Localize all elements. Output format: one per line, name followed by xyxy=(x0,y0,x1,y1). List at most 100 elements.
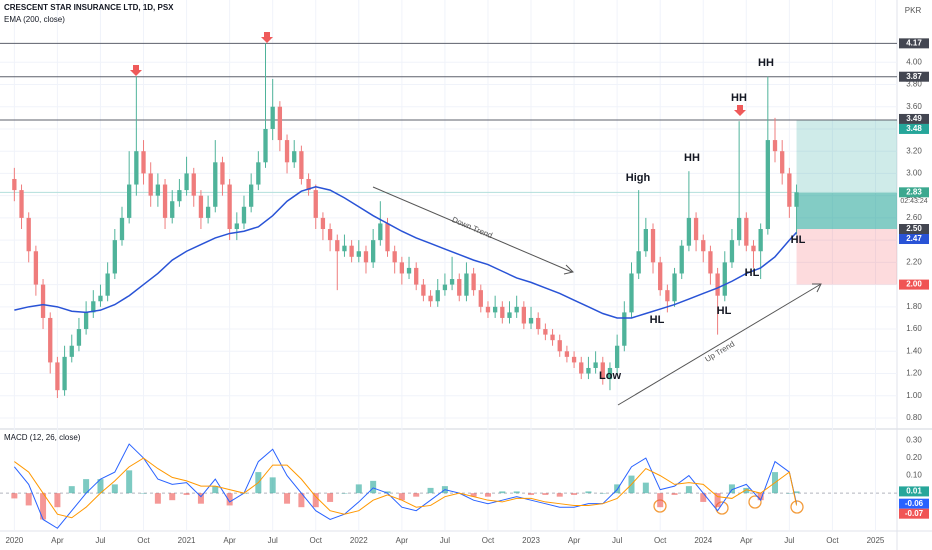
macd-histogram xyxy=(83,479,90,494)
candle-body xyxy=(284,140,290,163)
candle-body xyxy=(112,240,117,274)
candle-body xyxy=(614,345,620,368)
trend-lines xyxy=(372,186,822,406)
candle-body xyxy=(370,240,376,263)
candle-body xyxy=(701,240,706,252)
candle-body xyxy=(263,128,268,163)
macd-histogram xyxy=(327,493,334,502)
macd-histogram xyxy=(757,493,764,501)
candle-body xyxy=(184,173,189,191)
annotation: Low xyxy=(599,370,621,382)
price-label: 2.83 xyxy=(906,187,922,196)
candle-body xyxy=(457,279,462,296)
candle-body xyxy=(428,295,433,302)
x-tick-label: Oct xyxy=(310,536,323,545)
macd-histogram xyxy=(571,493,578,495)
candle-body xyxy=(48,317,53,363)
x-tick-label: Apr xyxy=(740,536,753,545)
macd-histogram xyxy=(298,493,305,508)
price-label-box xyxy=(899,234,929,245)
candle-body xyxy=(708,251,713,274)
candle-body xyxy=(607,367,613,380)
candle-body xyxy=(227,184,232,230)
progress-zone xyxy=(796,192,897,230)
arrows xyxy=(130,32,746,116)
y-tick-label: 3.20 xyxy=(906,146,922,155)
candle-body xyxy=(672,273,677,302)
macd-line xyxy=(13,443,798,529)
candle-body xyxy=(787,173,792,207)
candle-body xyxy=(629,273,634,313)
macd-tick-label: 0.30 xyxy=(906,436,922,445)
candle-body xyxy=(170,201,175,218)
candle-body xyxy=(442,284,448,291)
annotation: HL xyxy=(717,305,732,317)
macd-histogram xyxy=(685,486,692,494)
x-tick-label: Oct xyxy=(826,536,839,545)
macd-histogram xyxy=(599,493,606,494)
candle-body xyxy=(26,217,31,252)
macd-histogram xyxy=(714,493,721,508)
price-label: 2.50 xyxy=(906,224,922,233)
candle-body xyxy=(141,151,146,174)
macd-histogram xyxy=(384,491,391,494)
countdown: 02:43:24 xyxy=(900,198,927,205)
macd-histogram xyxy=(154,493,161,504)
macd-tick-label: 0.20 xyxy=(906,453,922,462)
candle-body xyxy=(349,245,354,257)
price-label: 4.17 xyxy=(906,38,922,47)
candle-body xyxy=(306,178,311,191)
price-label: 3.49 xyxy=(906,114,922,123)
x-tick-label: Apr xyxy=(396,536,409,545)
candle-body xyxy=(69,345,74,357)
candle-body xyxy=(249,184,254,207)
macd-histogram xyxy=(183,493,190,495)
candle-body xyxy=(191,173,196,196)
annotation: HL xyxy=(791,234,806,246)
x-tick-label: Apr xyxy=(223,536,236,545)
candle-body xyxy=(270,106,275,129)
macd-histogram xyxy=(212,486,219,494)
candle-body xyxy=(19,190,24,218)
x-tick-label: Apr xyxy=(568,536,581,545)
candle-body xyxy=(162,184,168,218)
price-label-box xyxy=(899,187,929,198)
candle-body xyxy=(485,306,491,313)
macd-histogram xyxy=(427,487,434,494)
candle-body xyxy=(299,151,304,179)
annotation: HL xyxy=(650,314,665,326)
candle-body xyxy=(234,223,239,230)
ema-legend: EMA (200, close) xyxy=(4,15,65,24)
candle-body xyxy=(155,184,161,196)
candle-body xyxy=(62,356,67,391)
candle-body xyxy=(636,251,641,274)
macd-histogram xyxy=(269,477,276,494)
price-label: 0.01 xyxy=(906,487,922,496)
candle-body xyxy=(363,251,369,263)
ema-line xyxy=(14,185,798,319)
macd-histogram xyxy=(25,493,32,506)
macd-histogram xyxy=(68,486,75,494)
price-label: 2.00 xyxy=(906,280,922,289)
macd-histogram xyxy=(484,493,491,497)
down-arrow xyxy=(734,105,746,116)
candle-body xyxy=(736,217,742,241)
candle-body xyxy=(571,356,577,363)
candle-body xyxy=(198,195,204,218)
candle-body xyxy=(579,362,584,374)
candle-body xyxy=(500,306,505,318)
annotation: HH xyxy=(758,57,774,69)
candle-body xyxy=(134,151,139,185)
layers xyxy=(0,0,897,530)
candle-body xyxy=(12,178,17,191)
candle-body xyxy=(772,140,778,152)
candle-body xyxy=(33,251,39,285)
candle-body xyxy=(492,306,498,313)
price-label-box xyxy=(899,486,929,497)
x-tick-label: Oct xyxy=(482,536,495,545)
y-tick-label: 2.60 xyxy=(906,213,922,222)
x-tick-label: Apr xyxy=(51,536,64,545)
candle-body xyxy=(392,251,397,263)
candle-body xyxy=(378,223,383,241)
candle-body xyxy=(686,217,692,246)
